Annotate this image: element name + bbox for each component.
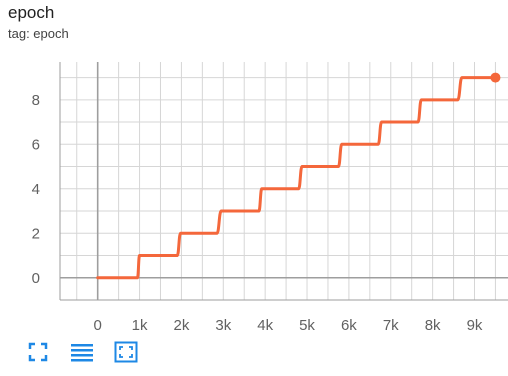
toggle-log-scale-button[interactable]	[68, 340, 96, 368]
x-tick-label: 7k	[383, 317, 399, 334]
x-tick-label: 1k	[132, 317, 148, 334]
x-tick-label: 3k	[215, 317, 231, 334]
y-tick-label: 0	[32, 270, 40, 287]
fit-domain-button[interactable]	[112, 340, 140, 368]
y-tick-label: 8	[32, 92, 40, 109]
x-tick-label: 5k	[299, 317, 315, 334]
last-point-marker	[490, 72, 501, 83]
series-layer	[96, 72, 501, 280]
x-tick-label: 4k	[257, 317, 273, 334]
y-tick-label: 6	[32, 136, 40, 153]
x-tick-label: 2k	[173, 317, 189, 334]
tick-labels: 0 1k 2k 3k 4k 5k 6k 7k 8k 9k 0 2 4 6 8	[32, 92, 483, 334]
axes	[59, 62, 508, 301]
chart-toolbar	[24, 340, 140, 368]
epoch-series-line	[96, 76, 497, 280]
expand-icon	[28, 342, 48, 367]
expand-button[interactable]	[24, 340, 52, 368]
x-tick-label: 6k	[341, 317, 357, 334]
x-tick-label: 8k	[425, 317, 441, 334]
toggle-log-icon	[70, 342, 94, 367]
grid-lines	[60, 62, 508, 301]
y-tick-label: 2	[32, 225, 40, 242]
chart-tag-label: tag: epoch	[8, 26, 69, 41]
x-tick-label: 9k	[467, 317, 483, 334]
fit-domain-icon	[114, 341, 138, 368]
y-tick-label: 4	[32, 181, 40, 198]
x-tick-label: 0	[94, 317, 102, 334]
chart-title: epoch	[8, 3, 55, 22]
epoch-line-chart: 0 1k 2k 3k 4k 5k 6k 7k 8k 9k 0 2 4 6 8	[32, 62, 508, 334]
